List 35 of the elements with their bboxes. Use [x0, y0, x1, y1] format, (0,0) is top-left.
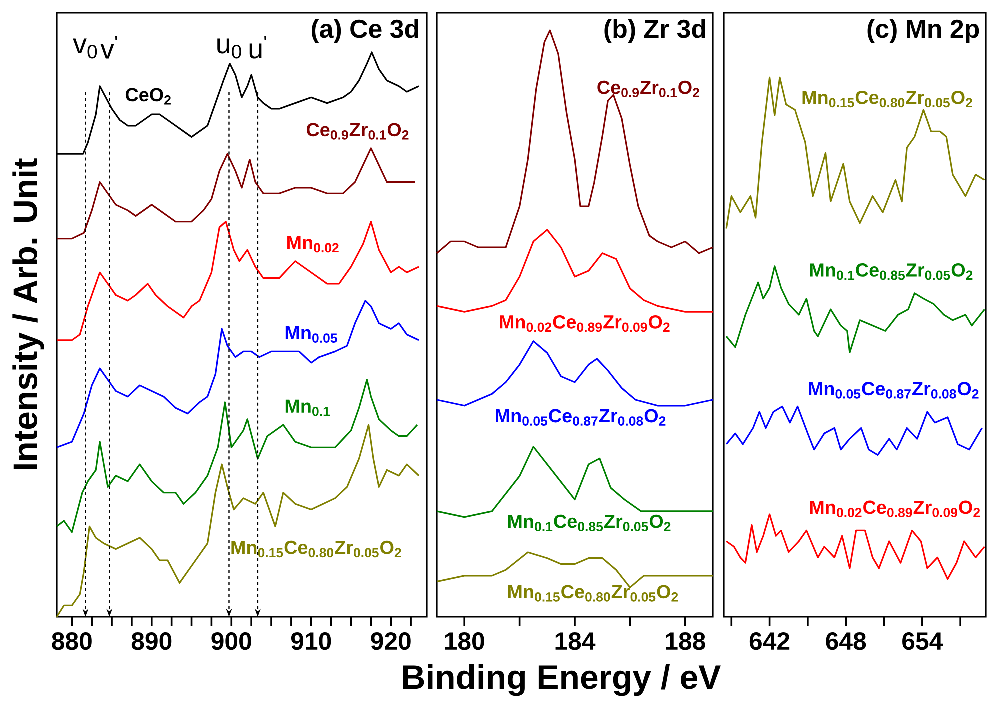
series-label: Mn$_{0.05}$Ce$_{0.87}$Zr$_{0.08}$O$_{2}$ — [496, 409, 666, 426]
x-tick-label: 180 — [445, 632, 484, 650]
series-label: Mn$_{0.1}$ — [286, 400, 330, 416]
series-label: Ce$_{0.9}$Zr$_{0.1}$O$_{2}$ — [598, 80, 700, 98]
series-label: Mn$_{0.15}$Ce$_{0.80}$Zr$_{0.05}$O$_{2}$ — [232, 540, 402, 558]
x-tick-label: 880 — [52, 632, 92, 650]
ref-line-label: v$^{'}$ — [100, 36, 118, 59]
series-label: Mn$_{0.02}$ — [288, 236, 339, 253]
series-label: Mn$_{0.05}$Ce$_{0.87}$Zr$_{0.08}$O$_{2}$ — [809, 382, 979, 399]
x-tick-label: 910 — [291, 632, 332, 650]
series-label: Ce$_{0.9}$Zr$_{0.1}$O$_{2}$ — [306, 123, 409, 140]
x-tick-label: 648 — [826, 632, 866, 650]
ref-line-label: u$^{'}$ — [250, 36, 266, 59]
x-tick-label: 890 — [132, 632, 172, 650]
series-label: Mn$_{0.02}$Ce$_{0.89}$Zr$_{0.09}$O$_{2}$ — [810, 500, 980, 518]
ref-line-label: v$_{0}$ — [73, 38, 98, 59]
series-label: Mn$_{0.15}$Ce$_{0.80}$Zr$_{0.05}$O$_{2}$ — [508, 585, 678, 602]
series-label: Mn$_{0.1}$Ce$_{0.85}$Zr$_{0.05}$O$_{2}$ — [508, 514, 671, 532]
series-label: Mn$_{0.1}$Ce$_{0.85}$Zr$_{0.05}$O$_{2}$ — [810, 264, 973, 280]
y-axis-title: Intensity / Arb. Unit — [12, 158, 44, 470]
x-axis-title: Binding Energy / eV — [403, 664, 721, 696]
chart-title: (a) Ce 3d — [312, 19, 418, 44]
x-tick-label: 188 — [666, 632, 706, 650]
series-label: Mn$_{0.15}$Ce$_{0.80}$Zr$_{0.05}$O$_{2}$ — [802, 90, 972, 108]
x-tick-label: 920 — [371, 632, 411, 650]
series-label: Mn$_{0.05}$ — [286, 326, 338, 343]
series-label: CeO$_{2}$ — [126, 88, 171, 105]
chart-title: (c) Mn 2p — [868, 19, 980, 44]
series-label: Mn$_{0.02}$Ce$_{0.89}$Zr$_{0.09}$O$_{2}$ — [500, 315, 670, 332]
x-tick-label: 642 — [750, 632, 790, 650]
ref-line-label: u$_{0}$ — [218, 38, 242, 59]
x-tick-label: 900 — [212, 632, 252, 650]
chart-title: (b) Zr 3d — [604, 19, 706, 44]
x-tick-label: 184 — [556, 632, 596, 650]
x-tick-label: 654 — [902, 632, 944, 650]
